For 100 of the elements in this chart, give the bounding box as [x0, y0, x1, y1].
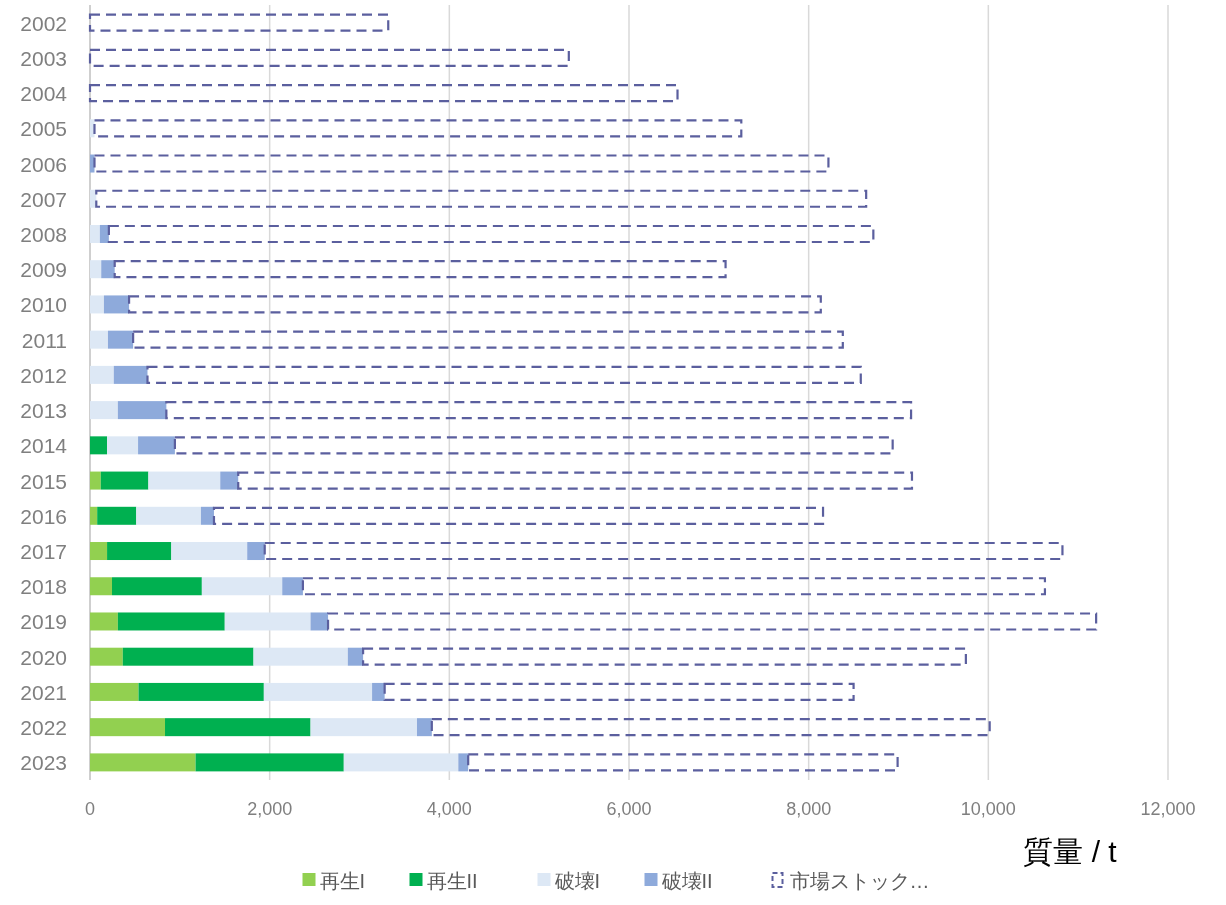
y-tick-label: 2006 — [20, 152, 67, 176]
bar — [247, 542, 265, 561]
y-tick-label: 2002 — [20, 11, 67, 35]
bar — [224, 612, 311, 631]
bar — [173, 436, 894, 455]
bar — [326, 612, 1098, 631]
bar — [347, 647, 364, 666]
bar — [343, 753, 459, 772]
bar — [90, 753, 196, 772]
x-tick-label: 6,000 — [606, 799, 652, 819]
y-tick-label: 2020 — [20, 645, 67, 669]
bar — [90, 295, 104, 314]
y-tick-label: 2016 — [20, 504, 67, 528]
bar — [90, 365, 114, 384]
legend-label: 再生I — [319, 870, 366, 892]
bar — [95, 189, 868, 208]
legend-label: 市場ストック… — [789, 870, 930, 892]
bar — [117, 612, 225, 631]
legend-label: 破壊I — [553, 870, 601, 892]
bar — [100, 471, 149, 490]
bar — [103, 295, 130, 314]
y-tick-label: 2017 — [20, 540, 67, 564]
bar — [148, 471, 221, 490]
bar — [107, 542, 172, 561]
y-tick-label: 2004 — [20, 82, 68, 106]
y-tick-label: 2008 — [20, 222, 67, 246]
bar — [90, 718, 166, 737]
bar — [253, 647, 348, 666]
bar — [90, 436, 108, 455]
x-tick-label: 2,000 — [247, 799, 293, 819]
bar — [90, 612, 118, 631]
bar — [165, 401, 913, 420]
x-tick-label: 12,000 — [1140, 799, 1196, 819]
bar — [93, 154, 830, 173]
bar — [220, 471, 239, 490]
bar — [90, 224, 100, 243]
bar — [90, 330, 108, 349]
bar — [88, 48, 570, 67]
legend-label: 再生II — [426, 870, 478, 892]
bar — [122, 647, 254, 666]
bar — [383, 682, 855, 702]
bar — [310, 612, 329, 631]
x-tick-label: 4,000 — [426, 799, 472, 819]
bar — [90, 577, 113, 596]
bar — [237, 471, 914, 490]
bar — [195, 753, 344, 772]
bar — [171, 542, 248, 561]
bar — [107, 224, 875, 244]
bar — [138, 436, 175, 455]
y-tick-label: 2021 — [20, 680, 67, 704]
bar — [301, 577, 1047, 596]
bar — [458, 753, 469, 772]
bar — [90, 401, 118, 420]
bar — [165, 718, 311, 737]
y-tick-label: 2005 — [20, 117, 67, 141]
bar — [90, 542, 108, 561]
y-tick-label: 2019 — [20, 610, 67, 634]
y-tick-label: 2009 — [20, 258, 67, 282]
y-tick-label: 2013 — [20, 399, 67, 423]
bar — [263, 541, 1064, 561]
bar — [93, 119, 743, 138]
bar — [201, 577, 283, 596]
bar — [90, 260, 102, 279]
bar — [132, 330, 844, 349]
y-tick-label: 2011 — [21, 328, 67, 352]
x-tick-label: 10,000 — [960, 799, 1016, 819]
y-tick-label: 2010 — [20, 293, 67, 317]
x-axis-title: 質量 / t — [1023, 835, 1118, 868]
x-tick-label: 8,000 — [786, 799, 832, 819]
y-tick-label: 2023 — [20, 751, 67, 775]
bar — [113, 365, 148, 384]
legend-label: 破壊II — [660, 870, 713, 892]
bar — [90, 506, 98, 525]
y-tick-label: 2007 — [20, 187, 67, 211]
bar — [361, 647, 967, 666]
bar — [97, 506, 137, 525]
bar — [107, 436, 139, 455]
bar — [127, 295, 822, 314]
y-tick-label: 2022 — [20, 716, 67, 740]
bar — [467, 753, 899, 772]
bar — [136, 506, 201, 525]
y-tick-label: 2003 — [20, 46, 67, 70]
bar — [200, 506, 214, 525]
bar — [101, 260, 115, 279]
bar — [138, 682, 264, 701]
bar — [310, 718, 417, 737]
y-tick-label: 2018 — [20, 575, 67, 599]
bar — [99, 224, 109, 243]
bar — [117, 401, 167, 420]
bar — [90, 682, 139, 701]
x-tick-label: 0 — [84, 799, 96, 819]
bar — [430, 718, 991, 737]
bar — [107, 330, 134, 349]
bar — [212, 506, 825, 525]
bar — [90, 647, 123, 666]
bar — [112, 577, 202, 596]
bar — [146, 365, 862, 384]
y-tick-label: 2015 — [20, 469, 67, 493]
y-tick-label: 2014 — [20, 434, 68, 458]
bar — [113, 260, 727, 279]
